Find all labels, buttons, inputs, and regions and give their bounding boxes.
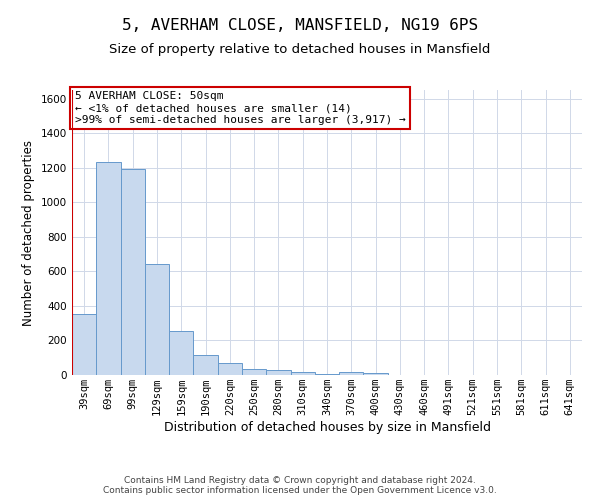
Text: 5 AVERHAM CLOSE: 50sqm
← <1% of detached houses are smaller (14)
>99% of semi-de: 5 AVERHAM CLOSE: 50sqm ← <1% of detached… [74, 92, 406, 124]
Bar [242, 369, 266, 375]
Bar [96, 162, 121, 375]
X-axis label: Distribution of detached houses by size in Mansfield: Distribution of detached houses by size … [163, 421, 491, 434]
Bar [145, 264, 169, 375]
Bar [266, 370, 290, 375]
Bar [72, 314, 96, 375]
Bar [218, 364, 242, 375]
Bar [339, 372, 364, 375]
Bar [364, 373, 388, 375]
Y-axis label: Number of detached properties: Number of detached properties [22, 140, 35, 326]
Text: 5, AVERHAM CLOSE, MANSFIELD, NG19 6PS: 5, AVERHAM CLOSE, MANSFIELD, NG19 6PS [122, 18, 478, 32]
Text: Contains HM Land Registry data © Crown copyright and database right 2024.
Contai: Contains HM Land Registry data © Crown c… [103, 476, 497, 495]
Bar [193, 355, 218, 375]
Bar [169, 331, 193, 375]
Text: Size of property relative to detached houses in Mansfield: Size of property relative to detached ho… [109, 42, 491, 56]
Bar [290, 372, 315, 375]
Bar [121, 168, 145, 375]
Bar [315, 374, 339, 375]
